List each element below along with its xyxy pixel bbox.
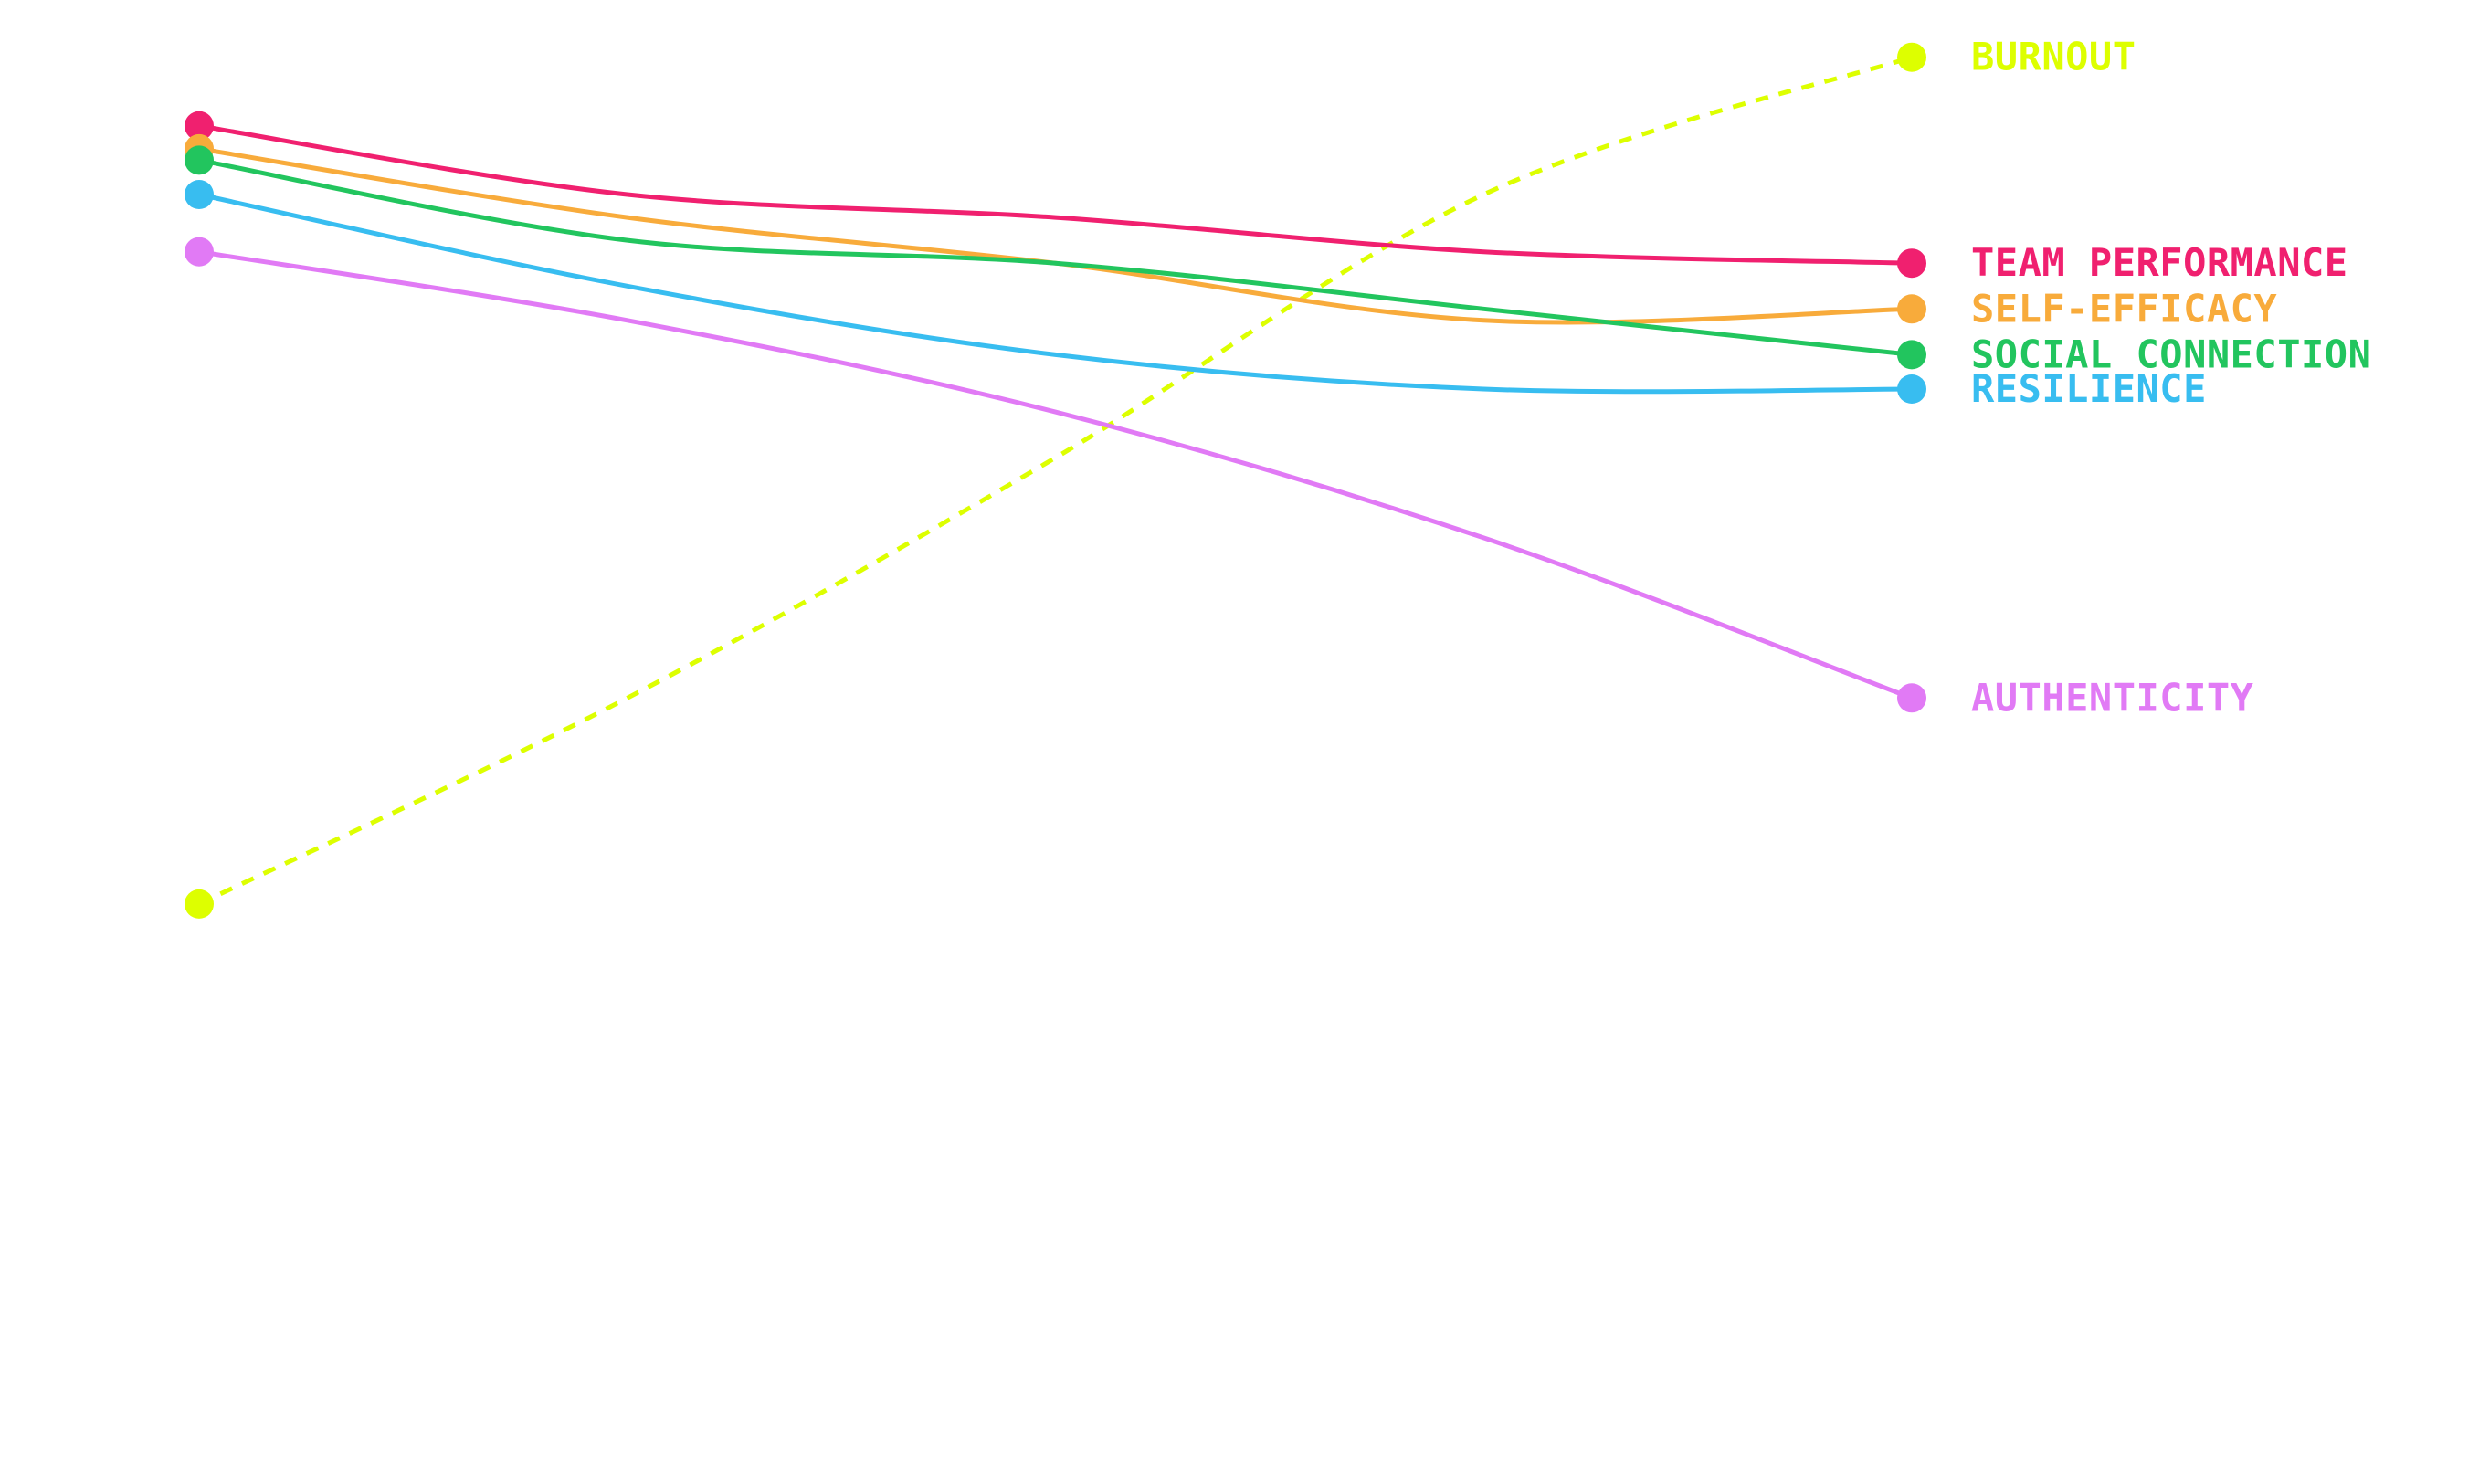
series-line-authenticity [198,249,1913,700]
series-label-social-connection: SOCIAL CONNECTION [1971,332,2371,376]
series-label-burnout: BURNOUT [1971,35,2136,79]
series-point-team-performance-end [1897,248,1926,279]
series-line-self-efficacy [198,146,1913,325]
series-points [185,42,1926,919]
series-line-burnout [197,55,1913,907]
series-point-social-connection-end [1897,340,1926,370]
series-point-team-performance-start [185,111,214,141]
series-point-resilience-start [185,180,214,209]
series-label-team-performance: TEAM PERFORMANCE [1971,240,2348,285]
series-line-team-performance [198,123,1913,266]
series-labels: BURNOUT TEAM PERFORMANCESELF-EFFICACYSOCI… [1971,35,2371,721]
series-point-social-connection-start [185,145,214,175]
series-point-authenticity-start [185,237,214,267]
series-point-burnout-start [185,889,214,919]
series-point-resilience-end [1897,374,1926,404]
series-label-resilience: RESILIENCE [1971,366,2207,411]
series-point-authenticity-end [1897,683,1926,713]
series-line-social-connection [198,157,1913,357]
series-point-burnout-end [1897,42,1926,72]
series-label-self-efficacy: SELF-EFFICACY [1971,286,2277,331]
series-line-resilience [198,192,1913,395]
series-lines [197,55,1913,907]
series-point-self-efficacy-end [1897,294,1926,324]
series-label-authenticity: AUTHENTICITY [1971,675,2254,720]
